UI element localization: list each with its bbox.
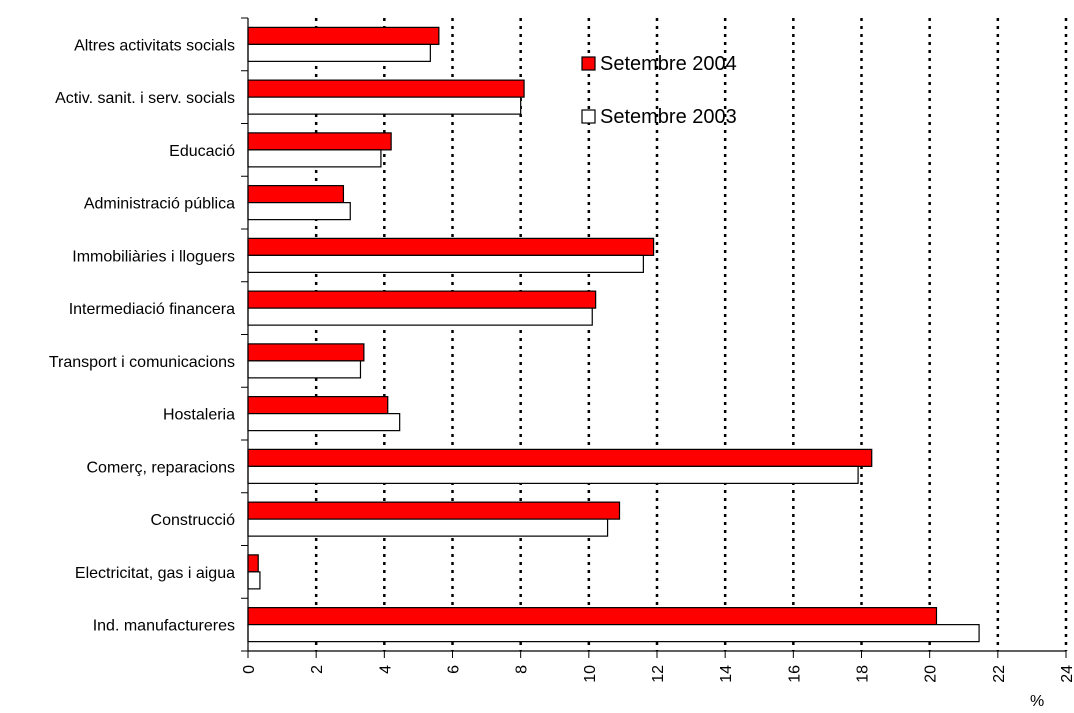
bar-2004: [247, 185, 345, 204]
bar-2004: [247, 501, 621, 520]
x-tick-label: 4: [377, 665, 394, 674]
legend-swatch-2003: [581, 109, 596, 124]
x-tick-label: 6: [446, 665, 463, 674]
legend-swatch-2004: [581, 56, 596, 71]
x-tick-label: 12: [650, 665, 667, 683]
x-tick-label: 10: [582, 665, 599, 683]
bar-2004: [247, 132, 392, 151]
category-labels: Altres activitats socials Activ. sanit. i…: [49, 37, 235, 634]
bar-2003: [247, 624, 980, 643]
x-tick-label: 0: [241, 665, 258, 674]
bar-2004: [247, 607, 938, 626]
bar-2004: [247, 343, 365, 362]
x-tick-label: 24: [1059, 665, 1074, 683]
bar-2004: [247, 554, 259, 573]
x-tick-label: 16: [786, 665, 803, 683]
bar-2004: [247, 79, 525, 98]
category-label: Transport i comunicacions: [49, 354, 235, 371]
x-tick-label: 20: [923, 665, 940, 683]
legend-label-2003: Setembre 2003: [600, 106, 737, 128]
bar-2003: [247, 465, 859, 484]
category-label: Comerç, reparacions: [87, 459, 236, 476]
category-label: Intermediació financera: [69, 301, 235, 318]
category-label: Electricitat, gas i aigua: [75, 565, 235, 582]
bar-2003: [247, 518, 609, 537]
bar-2004: [247, 26, 440, 45]
category-label: Construcció: [151, 512, 236, 529]
bar-2003: [247, 202, 351, 221]
category-label: Altres activitats socials: [74, 37, 235, 54]
bar-2004: [247, 448, 873, 467]
x-tick-label: 2: [309, 665, 326, 674]
tick-labels: 0 2 4 6 8 10 12 14 16 18 20 22 24: [241, 665, 1074, 683]
axes: [241, 17, 1067, 658]
bar-2003: [247, 360, 362, 379]
category-label: Administració pública: [84, 196, 235, 213]
bar-2003: [247, 43, 431, 62]
category-label: Activ. sanit. i serv. socials: [55, 90, 235, 107]
category-label: Hostaleria: [163, 407, 235, 424]
category-label: Educació: [169, 143, 235, 160]
x-tick-label: 18: [855, 665, 872, 683]
category-label: Immobiliàries i lloguers: [72, 248, 235, 265]
x-tick-label: 22: [991, 665, 1008, 683]
bar-2003: [247, 96, 522, 115]
x-tick-label: 8: [514, 665, 531, 674]
x-axis-unit-label: %: [1030, 693, 1044, 710]
bar-2003: [247, 254, 644, 273]
bar-2004: [247, 290, 597, 309]
bar-2003: [247, 413, 401, 432]
legend: Setembre 2004 Setembre 2003: [581, 53, 737, 128]
gridlines: [314, 18, 1068, 651]
bar-2003: [247, 307, 593, 326]
bar-2004: [247, 396, 389, 415]
bar-2003: [247, 149, 382, 168]
category-label: Ind. manufactureres: [93, 618, 235, 635]
bar-2003: [247, 571, 261, 590]
bars: [247, 26, 980, 643]
x-tick-label: 14: [718, 665, 735, 683]
legend-label-2004: Setembre 2004: [600, 53, 737, 75]
bar-2004: [247, 237, 655, 256]
